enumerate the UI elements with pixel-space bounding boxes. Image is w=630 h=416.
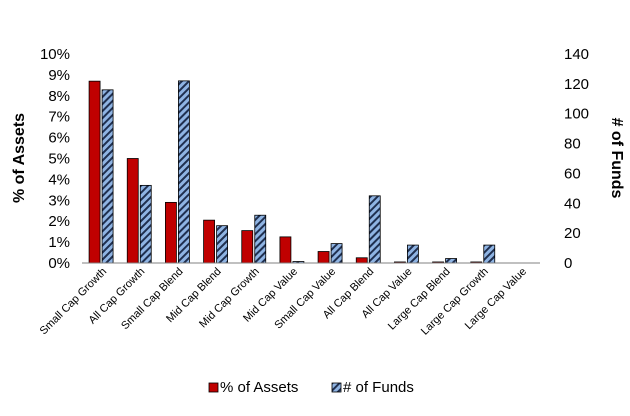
left-axis-ticks: 0% 1% 2% 3% 4% 5% 6% 7% 8% 9% 10% xyxy=(40,46,70,272)
left-tick-label: 9% xyxy=(48,67,70,84)
left-tick-label: 6% xyxy=(48,130,70,147)
bar-funds xyxy=(216,225,228,264)
right-tick-label: 40 xyxy=(564,195,581,212)
bar-funds xyxy=(368,195,381,264)
legend-label-assets: % of Assets xyxy=(220,379,298,396)
category-label: Large Cap Growth xyxy=(419,266,491,338)
right-tick-label: 20 xyxy=(564,225,581,242)
left-tick-label: 7% xyxy=(48,109,70,126)
legend-swatch-assets xyxy=(208,382,219,393)
left-tick-label: 5% xyxy=(48,151,70,168)
right-tick-label: 80 xyxy=(564,136,581,153)
right-tick-label: 120 xyxy=(564,76,589,93)
left-tick-label: 1% xyxy=(48,234,70,251)
right-axis-ticks: 0 20 40 60 80 100 120 140 xyxy=(564,46,589,272)
left-tick-label: 2% xyxy=(48,213,70,230)
bar-assets xyxy=(279,236,292,264)
right-tick-label: 140 xyxy=(564,46,589,63)
left-tick-label: 4% xyxy=(48,171,70,188)
y-axis-title: % of Assets xyxy=(11,113,28,203)
y2-axis-title: # of Funds xyxy=(608,118,625,199)
bar-funds xyxy=(254,214,267,264)
bar-funds xyxy=(445,258,457,264)
left-tick-label: 10% xyxy=(40,46,70,63)
bar-assets xyxy=(241,230,254,264)
bar-funds xyxy=(330,243,343,264)
right-tick-label: 0 xyxy=(564,255,572,272)
bar-funds xyxy=(101,89,114,264)
bar-funds xyxy=(139,184,152,264)
legend-label-funds: # of Funds xyxy=(343,379,414,396)
right-tick-label: 100 xyxy=(564,106,589,123)
legend-swatch-funds xyxy=(331,382,342,393)
left-tick-label: 3% xyxy=(48,192,70,209)
bar-assets xyxy=(126,158,139,264)
bar-funds xyxy=(483,244,496,264)
bar-assets xyxy=(317,251,330,264)
bars xyxy=(88,80,496,264)
bar-assets xyxy=(355,257,368,264)
bar-funds xyxy=(178,80,190,264)
right-tick-label: 60 xyxy=(564,165,581,182)
category-label: Small Cap Growth xyxy=(38,266,110,338)
left-tick-label: 0% xyxy=(48,255,70,272)
bar-assets xyxy=(203,219,215,264)
left-tick-label: 8% xyxy=(48,88,70,105)
bar-funds xyxy=(407,244,419,264)
legend: % of Assets # of Funds xyxy=(208,379,414,396)
bar-assets xyxy=(88,80,101,264)
bar-assets xyxy=(165,201,177,264)
